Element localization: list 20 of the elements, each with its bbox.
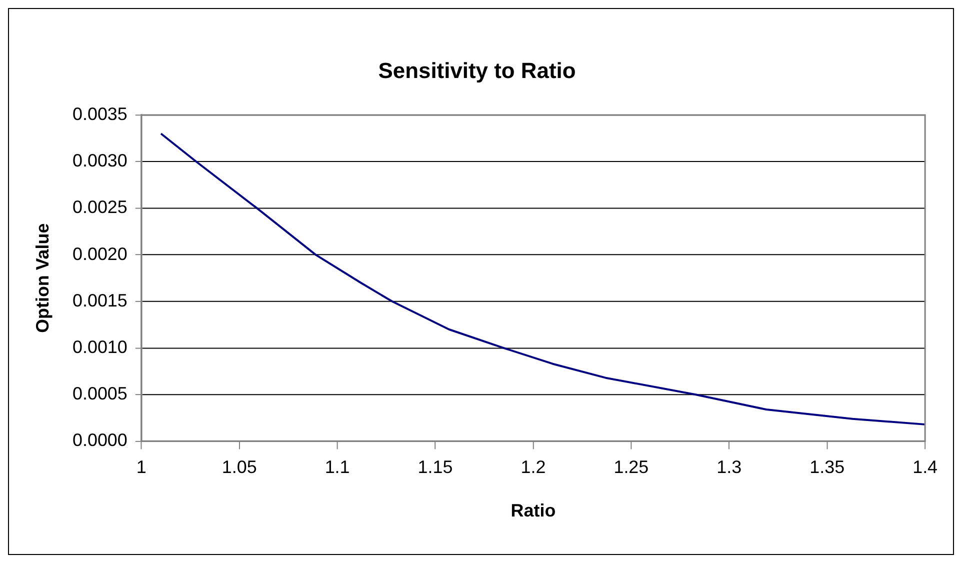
x-tick-label: 1.15 bbox=[418, 456, 453, 477]
x-tick-label: 1 bbox=[136, 456, 146, 477]
y-tick-label: 0.0000 bbox=[72, 430, 128, 450]
y-tick-label: 0.0035 bbox=[72, 104, 128, 124]
x-tick-label: 1.2 bbox=[520, 456, 546, 477]
x-tick-label: 1.4 bbox=[912, 456, 938, 477]
y-axis-title: Option Value bbox=[32, 223, 53, 333]
x-tick-label: 1.05 bbox=[222, 456, 257, 477]
y-tick-label: 0.0005 bbox=[72, 384, 128, 404]
y-tick-label: 0.0020 bbox=[72, 244, 128, 264]
y-tick-label: 0.0030 bbox=[72, 150, 128, 171]
x-tick-label: 1.1 bbox=[324, 456, 350, 477]
x-tick-label: 1.35 bbox=[810, 456, 845, 477]
y-tick-label: 0.0025 bbox=[72, 197, 128, 218]
y-tick-label: 0.0015 bbox=[72, 290, 128, 310]
x-tick-label: 1.25 bbox=[614, 456, 649, 477]
y-tick-label: 0.0010 bbox=[72, 336, 128, 357]
chart-title: Sensitivity to Ratio bbox=[378, 58, 576, 84]
x-tick-label: 1.3 bbox=[716, 456, 742, 477]
x-axis-title: Ratio bbox=[510, 500, 556, 520]
